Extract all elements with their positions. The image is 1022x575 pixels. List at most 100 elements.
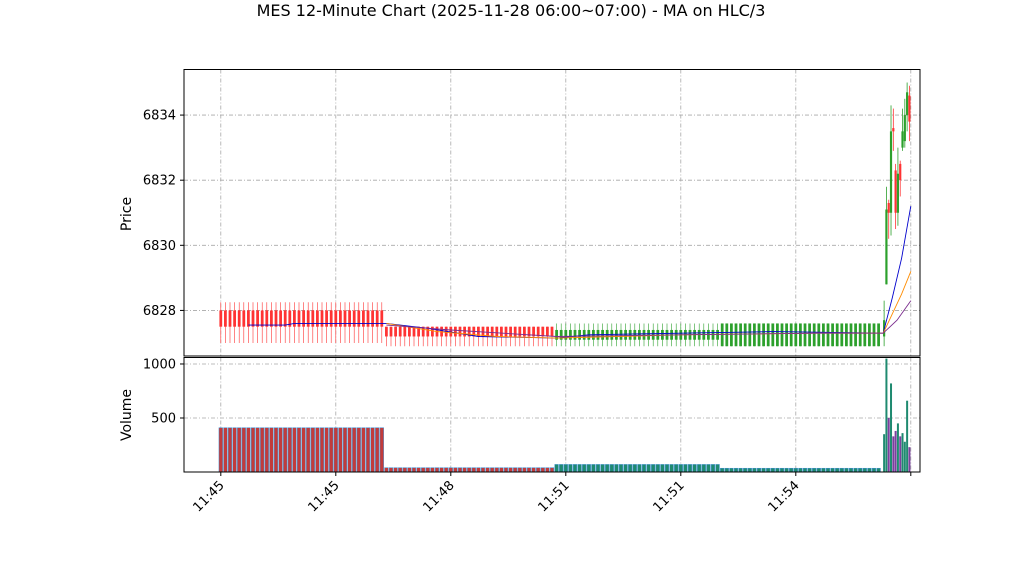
candle-body (293, 310, 296, 327)
candle-body (569, 329, 572, 340)
volume-bars (218, 358, 911, 473)
price-axes-frame (183, 69, 921, 357)
volume-bar (361, 427, 366, 473)
candle-body (559, 329, 563, 340)
volume-bar (315, 427, 320, 473)
candle-body (251, 310, 255, 327)
volume-bar (554, 464, 559, 473)
candle-body (237, 310, 241, 327)
candle-body (734, 323, 738, 347)
candle-body (748, 323, 752, 347)
candle-body (417, 326, 420, 337)
candle-body (329, 310, 333, 327)
volume-bar (701, 464, 706, 473)
volume-bar (883, 434, 886, 472)
volume-bar (287, 427, 292, 473)
candle-body (901, 131, 904, 148)
volume-bar (752, 467, 757, 473)
price-y-ticks: 6828 6830 6832 6834 (143, 109, 184, 319)
volume-bar (439, 467, 444, 473)
volume-bar (471, 467, 476, 473)
volume-bar (839, 467, 844, 473)
candle-body (408, 326, 411, 337)
candle-body (371, 310, 374, 327)
candle-body (730, 323, 733, 347)
candle-body (426, 326, 430, 337)
volume-bar (887, 417, 890, 472)
volume-bar (885, 358, 888, 472)
candle-body (389, 326, 393, 337)
candle-body (753, 323, 756, 347)
candle-body (463, 326, 466, 337)
volume-bar (232, 427, 237, 473)
volume-bar (683, 464, 688, 473)
volume-bar (724, 467, 729, 473)
x-tick-label: 11:45 (191, 478, 228, 515)
volume-bar (384, 467, 389, 473)
candle-body (274, 310, 278, 327)
volume-bar (545, 467, 550, 473)
volume-bar (890, 383, 893, 472)
volume-bar (352, 427, 357, 473)
volume-bar (655, 464, 660, 473)
volume-bar (246, 427, 251, 473)
volume-bar (903, 441, 906, 472)
volume-bar (743, 467, 748, 473)
candle-body (908, 95, 911, 122)
volume-bar (260, 427, 265, 473)
candle-body (339, 310, 342, 327)
volume-bar (609, 464, 614, 473)
price-y-tick-label: 6828 (143, 304, 176, 319)
volume-bar (595, 464, 601, 473)
candle-body (224, 310, 227, 327)
volume-bar (591, 464, 596, 473)
volume-bar (899, 436, 902, 472)
x-axis-ticks: 11:45 11:45 11:48 11:51 11:51 11:54 (191, 472, 912, 515)
volume-bar (559, 464, 564, 473)
volume-bar (660, 464, 665, 473)
candle-body (260, 310, 264, 327)
volume-bar (453, 467, 458, 473)
volume-gridlines (184, 357, 920, 472)
candle-body (454, 326, 457, 337)
chart-title: MES 12-Minute Chart (2025-11-28 06:00~07… (257, 1, 766, 20)
volume-bar (779, 467, 785, 473)
volume-y-tick-label: 500 (151, 411, 176, 426)
candle-body (509, 326, 512, 337)
volume-bar (411, 467, 417, 473)
volume-bar (812, 467, 817, 473)
volume-bar (347, 427, 352, 473)
volume-bar (775, 467, 780, 473)
volume-bar (283, 427, 288, 473)
volume-bar (747, 467, 752, 473)
volume-bar (906, 400, 909, 472)
volume-bar (674, 464, 679, 473)
volume-bar (858, 467, 863, 473)
volume-bar (720, 467, 725, 473)
volume-bar (835, 467, 840, 473)
volume-bar (867, 467, 872, 473)
volume-bar (485, 467, 490, 473)
candle-body (887, 202, 890, 213)
candle-body (500, 326, 503, 337)
x-tick-label: 11:51 (651, 478, 688, 515)
volume-bar (793, 467, 798, 473)
volume-bar (844, 467, 849, 473)
candle-body (624, 329, 627, 340)
price-gridlines (184, 69, 920, 356)
volume-bar (319, 427, 325, 473)
candle-body (894, 170, 897, 213)
volume-bar (462, 467, 467, 473)
volume-bar (770, 467, 775, 473)
volume-bar (876, 467, 881, 473)
volume-bar (329, 427, 334, 473)
volume-bar (577, 464, 582, 473)
candle-body (573, 329, 577, 340)
candle-body (380, 310, 384, 327)
volume-bar (457, 467, 463, 473)
volume-bar (223, 427, 228, 473)
volume-bar (568, 464, 573, 473)
volume-bar (526, 467, 532, 473)
price-candles (219, 82, 911, 347)
